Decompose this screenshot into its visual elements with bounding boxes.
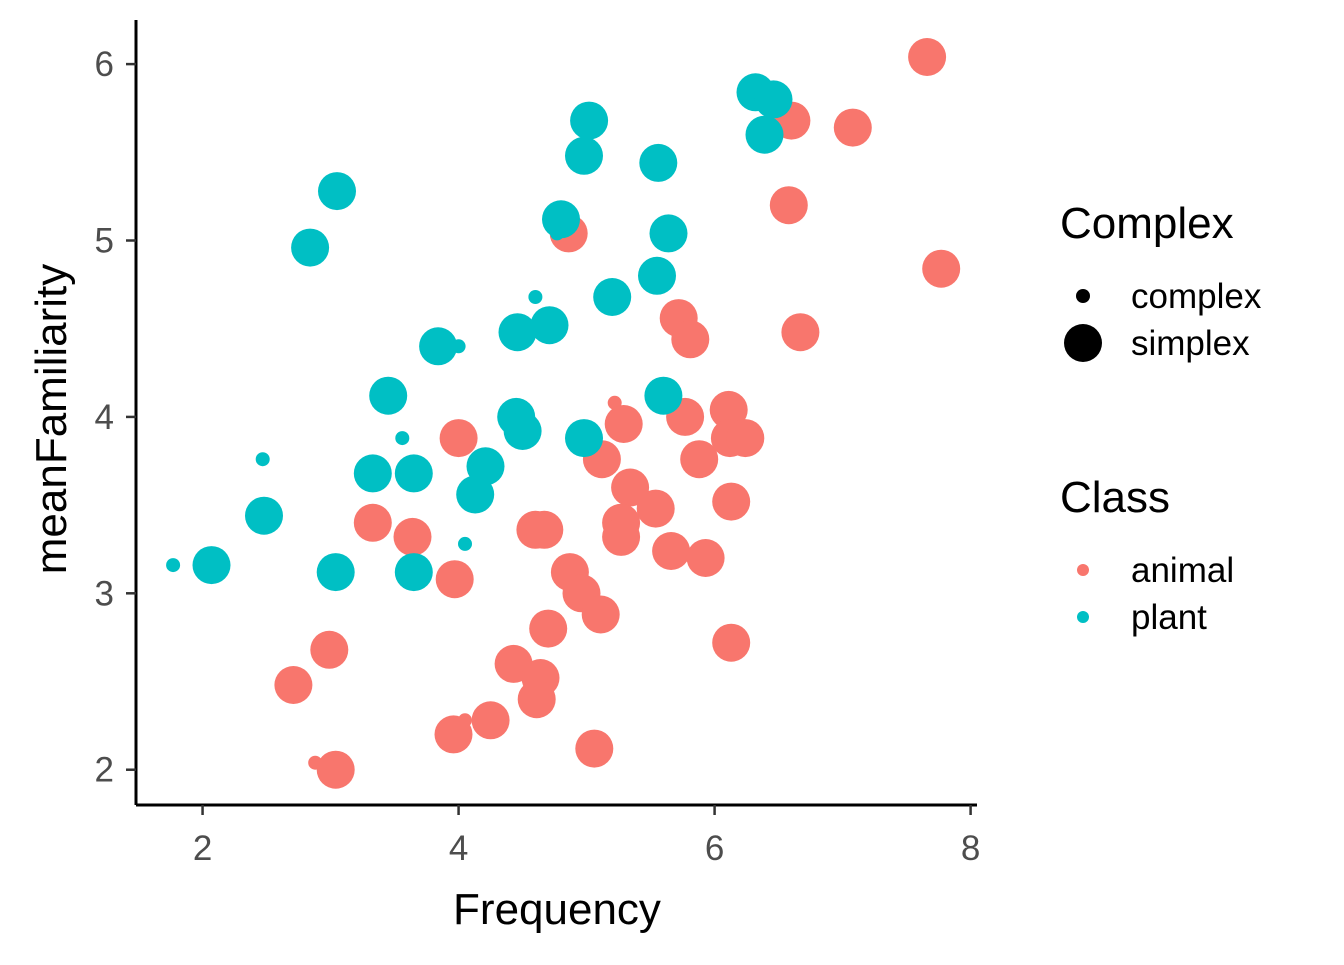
point-plant-29 [245, 496, 283, 535]
point-plant-34 [394, 553, 433, 592]
point-animal-15 [439, 419, 478, 458]
legend-title-complex: Complex [1060, 199, 1234, 248]
point-animal-24 [525, 510, 564, 549]
legend-label-plant: plant [1131, 598, 1207, 637]
point-animal-33 [529, 609, 568, 648]
point-animal-14 [726, 419, 765, 458]
point-plant-8 [550, 226, 565, 241]
legend-label-complex: complex [1131, 277, 1262, 316]
legend: Complex complex simplex Class animal plant [1060, 199, 1262, 637]
legend-key-simplex [1064, 324, 1102, 362]
legend-key-plant [1077, 611, 1089, 623]
x-tick-label-2: 2 [193, 829, 212, 868]
y-tick-label-6: 6 [95, 45, 114, 84]
point-plant-11 [638, 256, 676, 295]
point-plant-32 [192, 546, 231, 585]
point-animal-8 [671, 320, 710, 359]
point-plant-33 [316, 553, 355, 592]
point-plant-27 [394, 454, 433, 493]
point-animal-19 [636, 489, 675, 528]
point-animal-26 [393, 517, 432, 556]
point-plant-3 [570, 101, 609, 140]
point-plant-30 [458, 536, 472, 551]
point-animal-25 [353, 503, 392, 542]
point-animal-27 [652, 532, 691, 570]
point-plant-23 [395, 431, 410, 446]
point-plant-16 [419, 327, 458, 366]
y-tick-label-5: 5 [95, 222, 114, 261]
legend-label-simplex: simplex [1131, 324, 1250, 363]
point-plant-5 [639, 143, 678, 182]
point-plant-15 [498, 313, 537, 352]
point-animal-43 [575, 729, 614, 768]
y-axis-title: meanFamiliarity [27, 264, 76, 575]
point-plant-26 [353, 454, 392, 493]
point-plant-14 [530, 306, 569, 345]
point-animal-34 [712, 623, 751, 662]
point-plant-9 [649, 214, 688, 253]
point-animal-4 [922, 249, 961, 288]
point-plant-19 [644, 376, 683, 415]
x-tick-label-4: 4 [449, 829, 468, 868]
point-plant-1 [754, 80, 793, 119]
legend-key-complex [1076, 289, 1090, 303]
point-plant-13 [528, 290, 543, 304]
x-tick-label-8: 8 [961, 829, 980, 868]
point-animal-22 [602, 517, 641, 556]
point-plant-28 [456, 475, 495, 514]
point-animal-16 [680, 440, 719, 479]
point-plant-31 [166, 558, 181, 573]
points-layer [166, 38, 961, 789]
legend-key-animal [1077, 564, 1089, 576]
x-tick-label-6: 6 [705, 829, 724, 868]
y-tick-label-4: 4 [95, 398, 114, 437]
point-plant-12 [593, 278, 632, 316]
point-plant-18 [369, 376, 408, 415]
point-plant-21 [503, 412, 542, 450]
y-tick-label-3: 3 [95, 574, 114, 613]
point-animal-32 [581, 595, 620, 634]
y-tick-label-2: 2 [95, 751, 114, 790]
x-axis-title: Frequency [453, 885, 661, 934]
point-plant-7 [542, 200, 580, 239]
point-plant-2 [745, 115, 784, 154]
point-plant-6 [318, 172, 356, 211]
point-animal-40 [471, 701, 510, 740]
point-plant-4 [565, 136, 603, 175]
point-animal-18 [611, 468, 650, 507]
point-animal-38 [274, 666, 313, 704]
point-animal-39 [517, 680, 556, 719]
point-plant-22 [565, 419, 603, 458]
point-animal-5 [781, 313, 820, 352]
point-animal-3 [769, 186, 808, 225]
point-animal-45 [316, 750, 355, 789]
point-animal-10 [604, 405, 643, 443]
point-plant-10 [291, 228, 330, 267]
point-animal-1 [833, 108, 872, 147]
legend-title-class: Class [1060, 473, 1170, 522]
point-animal-28 [686, 539, 725, 577]
legend-label-animal: animal [1131, 551, 1234, 590]
point-animal-42 [434, 715, 473, 754]
point-animal-20 [712, 482, 751, 521]
axes-layer: 2 4 6 8 2 3 4 5 6 [95, 20, 980, 868]
point-animal-12 [709, 390, 748, 429]
point-animal-35 [310, 630, 349, 669]
point-animal-0 [908, 38, 947, 76]
point-plant-24 [255, 452, 270, 467]
point-plant-17 [451, 339, 466, 354]
point-animal-30 [435, 560, 474, 599]
